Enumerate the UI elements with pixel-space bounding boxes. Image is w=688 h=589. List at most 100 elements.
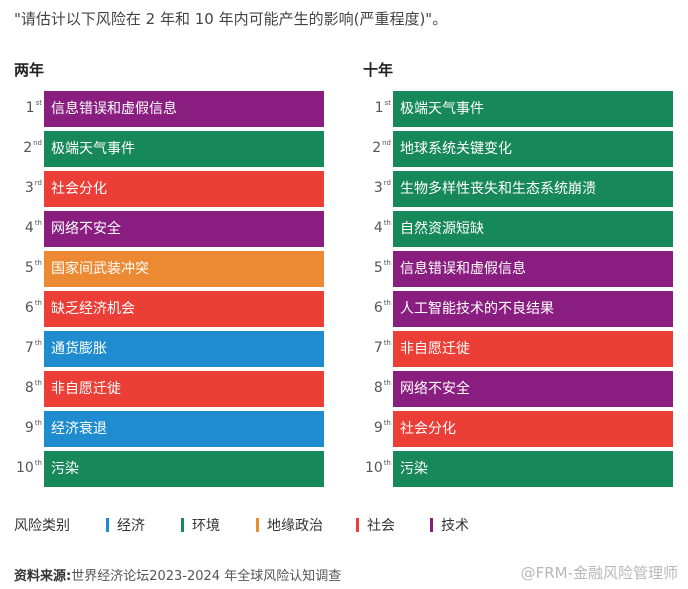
legend-item-economic: 经济 xyxy=(106,515,145,535)
rank-row: 8th 非自愿迁徙 xyxy=(0,371,330,407)
risk-bar-economic: 通货膨胀 xyxy=(44,331,324,367)
rank-suffix: th xyxy=(34,219,42,227)
rank-value: 2 xyxy=(372,140,382,156)
risk-bar-societal: 非自愿迁徙 xyxy=(44,371,324,407)
rank-value: 9 xyxy=(24,420,34,436)
watermark: @FRM-金融风险管理师 xyxy=(520,564,678,582)
rank-value: 5 xyxy=(373,260,383,276)
rank-value: 10 xyxy=(15,460,34,476)
rank-suffix: th xyxy=(383,299,391,307)
rank-value: 7 xyxy=(373,340,383,356)
legend-item-technological: 技术 xyxy=(430,515,469,535)
risk-bar-economic: 经济衰退 xyxy=(44,411,324,447)
legend-item-societal: 社会 xyxy=(356,515,395,535)
rank-suffix: th xyxy=(34,299,42,307)
risk-bar-environmental: 极端天气事件 xyxy=(393,91,673,127)
rank-row: 4th 自然资源短缺 xyxy=(319,211,679,247)
risk-bar-geopolitical: 国家间武装冲突 xyxy=(44,251,324,287)
rank-suffix: rd xyxy=(383,179,391,187)
rank-number: 7th xyxy=(25,339,42,356)
rank-row: 3rd 生物多样性丧失和生态系统崩溃 xyxy=(319,171,679,207)
rank-number: 1st xyxy=(375,99,391,116)
source-note: 资料来源:世界经济论坛2023-2024 年全球风险认知调查 xyxy=(14,565,341,584)
rank-number: 5th xyxy=(25,259,42,276)
rank-row: 10th 污染 xyxy=(319,451,679,487)
legend-swatch-societal xyxy=(356,518,359,532)
legend-item-environmental: 环境 xyxy=(181,515,220,535)
rank-row: 9th 社会分化 xyxy=(319,411,679,447)
rank-row: 10th 污染 xyxy=(0,451,330,487)
rank-number: 6th xyxy=(25,299,42,316)
legend-label-geopolitical: 地缘政治 xyxy=(267,518,323,534)
rank-row: 7th 非自愿迁徙 xyxy=(319,331,679,367)
risk-bar-environmental: 极端天气事件 xyxy=(44,131,324,167)
rank-value: 1 xyxy=(25,100,35,116)
rank-suffix: nd xyxy=(382,139,391,147)
rank-suffix: th xyxy=(34,339,42,347)
risk-bar-societal: 社会分化 xyxy=(393,411,673,447)
risk-bar-societal: 社会分化 xyxy=(44,171,324,207)
risk-bar-environmental: 自然资源短缺 xyxy=(393,211,673,247)
rank-suffix: st xyxy=(35,99,42,107)
risk-bar-societal: 缺乏经济机会 xyxy=(44,291,324,327)
rank-number: 1st xyxy=(26,99,42,116)
risk-bar-societal: 非自愿迁徙 xyxy=(393,331,673,367)
rank-row: 6th 人工智能技术的不良结果 xyxy=(319,291,679,327)
rank-number: 7th xyxy=(374,339,391,356)
rank-row: 1st 极端天气事件 xyxy=(319,91,679,127)
rank-suffix: th xyxy=(383,459,391,467)
risk-bar-environmental: 生物多样性丧失和生态系统崩溃 xyxy=(393,171,673,207)
ten-year-title: 十年 xyxy=(363,61,394,79)
rank-value: 4 xyxy=(373,220,383,236)
legend-item-geopolitical: 地缘政治 xyxy=(256,515,323,535)
rank-suffix: th xyxy=(34,379,42,387)
rank-value: 5 xyxy=(24,260,34,276)
rank-row: 4th 网络不安全 xyxy=(0,211,330,247)
rank-number: 9th xyxy=(374,419,391,436)
rank-value: 4 xyxy=(24,220,34,236)
source-text: 世界经济论坛2023-2024 年全球风险认知调查 xyxy=(71,569,342,584)
rank-number: 5th xyxy=(374,259,391,276)
rank-row: 3rd 社会分化 xyxy=(0,171,330,207)
legend-swatch-economic xyxy=(106,518,109,532)
rank-row: 1st 信息错误和虚假信息 xyxy=(0,91,330,127)
two-year-ranking: 1st 信息错误和虚假信息 2nd 极端天气事件 3rd 社会分化 4th 网络不安全 5th 国… xyxy=(0,91,330,491)
risk-bar-environmental: 污染 xyxy=(393,451,673,487)
risk-bar-technological: 网络不安全 xyxy=(44,211,324,247)
rank-number: 6th xyxy=(374,299,391,316)
rank-suffix: rd xyxy=(34,179,42,187)
rank-row: 2nd 极端天气事件 xyxy=(0,131,330,167)
rank-number: 2nd xyxy=(372,139,391,156)
rank-value: 3 xyxy=(24,180,34,196)
legend: 风险类别 经济 环境 地缘政治 社会 技术 xyxy=(14,515,674,535)
rank-row: 7th 通货膨胀 xyxy=(0,331,330,367)
rank-row: 5th 信息错误和虚假信息 xyxy=(319,251,679,287)
rank-value: 8 xyxy=(24,380,34,396)
rank-suffix: th xyxy=(34,459,42,467)
rank-value: 9 xyxy=(373,420,383,436)
risk-bar-environmental: 污染 xyxy=(44,451,324,487)
source-label: 资料来源: xyxy=(14,569,72,584)
legend-label-environmental: 环境 xyxy=(192,518,220,534)
ten-year-ranking: 1st 极端天气事件 2nd 地球系统关键变化 3rd 生物多样性丧失和生态系统崩溃 4th… xyxy=(319,91,679,491)
question-text: "请估计以下风险在 2 年和 10 年内可能产生的影响(严重程度)"。 xyxy=(14,10,448,28)
legend-label-societal: 社会 xyxy=(367,518,395,534)
rank-number: 4th xyxy=(374,219,391,236)
rank-number: 8th xyxy=(374,379,391,396)
rank-number: 10th xyxy=(16,459,42,476)
rank-suffix: th xyxy=(383,419,391,427)
rank-value: 8 xyxy=(373,380,383,396)
rank-row: 8th 网络不安全 xyxy=(319,371,679,407)
legend-label-technological: 技术 xyxy=(441,518,469,534)
rank-number: 3rd xyxy=(374,179,391,196)
two-year-title: 两年 xyxy=(14,61,45,79)
rank-suffix: th xyxy=(383,259,391,267)
legend-title: 风险类别 xyxy=(14,518,70,534)
rank-value: 6 xyxy=(24,300,34,316)
rank-value: 2 xyxy=(23,140,33,156)
rank-number: 8th xyxy=(25,379,42,396)
rank-row: 2nd 地球系统关键变化 xyxy=(319,131,679,167)
risk-bar-technological: 信息错误和虚假信息 xyxy=(44,91,324,127)
rank-number: 9th xyxy=(25,419,42,436)
rank-row: 5th 国家间武装冲突 xyxy=(0,251,330,287)
